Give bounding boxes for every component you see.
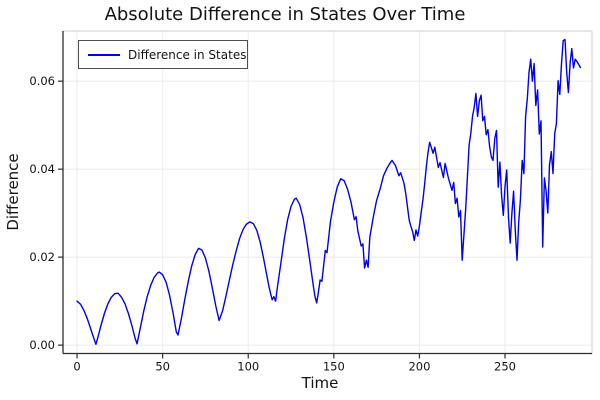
- x-tick-label: 50: [155, 360, 170, 374]
- y-tick-label: 0.06: [29, 74, 55, 88]
- y-axis-label: Difference: [4, 153, 22, 231]
- legend-box: Difference in States: [78, 40, 248, 69]
- y-tick-label: 0.04: [29, 162, 55, 176]
- x-tick-label: 100: [237, 360, 259, 374]
- legend-line-sample: [88, 53, 120, 56]
- x-tick-label: 200: [408, 360, 430, 374]
- x-tick-label: 0: [73, 360, 80, 374]
- y-tick-label: 0.00: [29, 338, 55, 352]
- data-line: [76, 38, 582, 345]
- y-tick-label: 0.02: [29, 250, 55, 264]
- chart-title: Absolute Difference in States Over Time: [104, 4, 466, 25]
- plot-frame: [62, 30, 593, 354]
- legend-label: Difference in States: [128, 47, 247, 62]
- x-tick-label: 150: [323, 360, 345, 374]
- x-tick-label: 250: [494, 360, 516, 374]
- x-axis-label: Time: [301, 374, 339, 392]
